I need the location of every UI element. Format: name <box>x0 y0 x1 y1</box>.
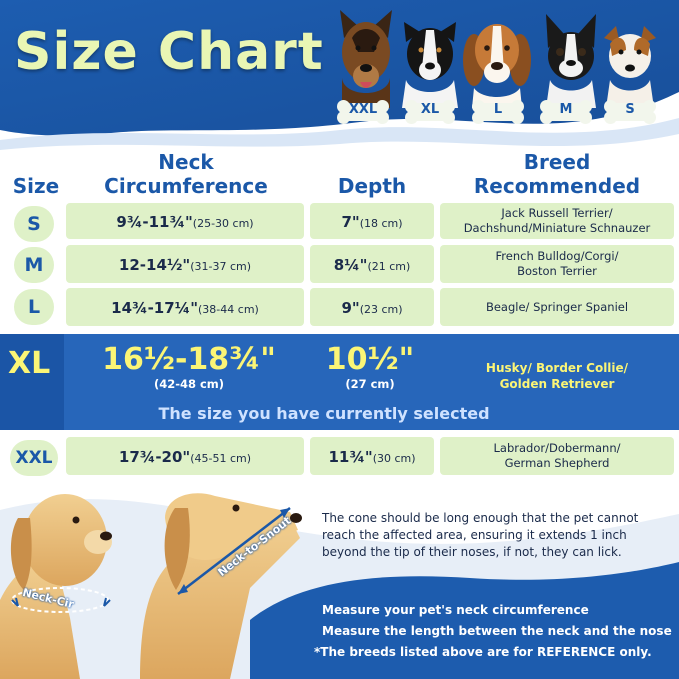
depth-cell-m: 8¼"(21 cm) <box>310 245 434 283</box>
neck-cell-xxl: 17¾-20"(45-51 cm) <box>66 437 304 475</box>
column-header-neck-line2: Circumference <box>104 174 268 198</box>
german-shepherd-icon <box>340 10 392 108</box>
bone-label: S <box>625 102 635 117</box>
breed-cell-l: Beagle/ Springer Spaniel <box>440 288 674 326</box>
size-label-s: S <box>14 206 54 242</box>
instruction-reference: *The breeds listed above are for REFEREN… <box>314 645 652 659</box>
selected-row-panel <box>64 334 679 430</box>
size-bone-s: S <box>604 100 656 124</box>
breed-line: Boston Terrier <box>517 264 597 278</box>
column-header-depth: Depth <box>337 174 407 198</box>
neck-value: 12-14½" <box>118 255 191 274</box>
neck-cm: (25-30 cm) <box>192 216 254 230</box>
breed-line: French Bulldog/Corgi/ <box>495 249 619 263</box>
depth-cell-xxl: 11¾"(30 cm) <box>310 437 434 475</box>
neck-cell-s: 9¾-11¾"(25-30 cm) <box>66 203 304 239</box>
column-header-size: Size <box>12 174 60 198</box>
cone-length-note: The cone should be long enough that the … <box>322 511 639 559</box>
breed-line: German Shepherd <box>504 456 610 470</box>
page-title: Size Chart <box>14 22 324 82</box>
neck-cell-xl: 16½-18¾" (42-48 cm) <box>74 342 304 391</box>
bone-label: L <box>493 102 503 117</box>
dog-border-collie <box>400 8 460 108</box>
neck-cell-m: 12-14½"(31-37 cm) <box>66 245 304 283</box>
jack-russell-icon <box>604 26 656 108</box>
depth-value: 8¼" <box>333 255 368 274</box>
column-header-neck: Neck Circumference <box>74 150 298 198</box>
column-header-breed-line1: Breed <box>523 150 591 174</box>
neck-cm: (38-44 cm) <box>198 302 259 316</box>
breed-line: Labrador/Dobermann/ <box>493 441 621 455</box>
size-bone-m: M <box>540 100 592 124</box>
depth-cm: (21 cm) <box>367 259 411 273</box>
border-collie-icon <box>402 22 458 108</box>
size-label-m: M <box>14 247 54 283</box>
depth-cell-s: 7"(18 cm) <box>310 203 434 239</box>
size-label-xl: XL <box>8 346 51 381</box>
neck-value: 14¾-17¼" <box>111 298 199 317</box>
depth-cell-l: 9"(23 cm) <box>310 288 434 326</box>
neck-cm: (31-37 cm) <box>190 259 252 273</box>
neck-value: 17¾-20" <box>118 447 191 466</box>
breed-line: Golden Retriever <box>499 377 615 391</box>
neck-value: 9¾-11¾" <box>116 212 193 231</box>
breed-line: Beagle/ Springer Spaniel <box>485 299 629 314</box>
breed-cell-xxl: Labrador/Dobermann/ German Shepherd <box>440 437 674 475</box>
depth-value: 9" <box>341 298 360 317</box>
depth-cm: (30 cm) <box>372 451 416 465</box>
breed-cell-xl: Husky/ Border Collie/ Golden Retriever <box>440 360 674 392</box>
depth-value: 7" <box>341 212 360 231</box>
dog-beagle <box>462 8 532 108</box>
measuring-dogs-illustration <box>0 493 302 679</box>
size-label-l: L <box>14 289 54 325</box>
beagle-icon <box>463 24 531 108</box>
depth-cm: (23 cm) <box>359 302 403 316</box>
neck-cm: (42-48 cm) <box>153 377 225 391</box>
dog-german-shepherd <box>334 8 398 108</box>
boston-terrier-icon <box>546 14 596 108</box>
size-bone-l: L <box>472 100 524 124</box>
selected-size-note: The size you have currently selected <box>158 404 490 423</box>
column-header-neck-line1: Neck <box>158 150 214 174</box>
breed-line: Jack Russell Terrier/ <box>501 206 613 220</box>
bone-label: XXL <box>348 102 378 117</box>
depth-cm: (18 cm) <box>359 216 403 230</box>
instruction-length: Measure the length between the neck and … <box>322 624 672 638</box>
depth-value: 10½" <box>325 342 415 377</box>
column-header-breed: Breed Recommended <box>440 150 674 198</box>
depth-cell-xl: 10½" (27 cm) <box>300 342 440 391</box>
column-header-breed-line2: Recommended <box>473 174 641 198</box>
neck-value: 16½-18¾" <box>102 342 276 377</box>
bone-label: XL <box>420 102 440 117</box>
size-label-xxl: XXL <box>10 440 58 476</box>
depth-value: 11¾" <box>328 447 373 466</box>
neck-cm: (45-51 cm) <box>190 451 252 465</box>
breed-cell-s: Jack Russell Terrier/ Dachshund/Miniatur… <box>440 203 674 239</box>
size-bone-xxl: XXL <box>337 100 389 124</box>
dog-boston-terrier <box>542 8 600 108</box>
depth-cm: (27 cm) <box>345 377 395 391</box>
bone-label: M <box>559 102 573 117</box>
dog-jack-russell <box>600 8 660 108</box>
breed-line: Dachshund/Miniature Schnauzer <box>463 221 651 235</box>
size-bone-xl: XL <box>405 100 455 124</box>
breed-line: Husky/ Border Collie/ <box>485 361 629 375</box>
neck-cell-l: 14¾-17¼"(38-44 cm) <box>66 288 304 326</box>
instruction-neck: Measure your pet's neck circumference <box>322 603 589 617</box>
breed-cell-m: French Bulldog/Corgi/ Boston Terrier <box>440 245 674 283</box>
